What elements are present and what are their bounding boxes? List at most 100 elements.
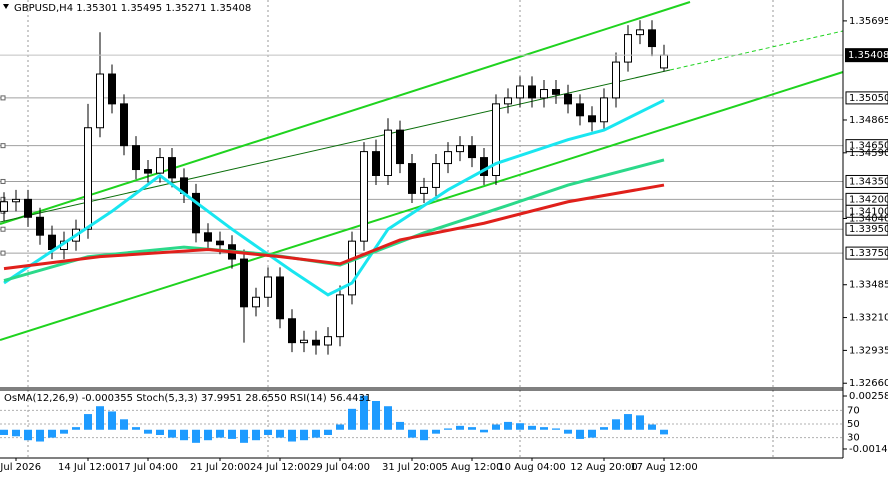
level-marker	[0, 226, 6, 232]
bar	[168, 429, 176, 438]
y-tick-label: 1.33485	[849, 280, 888, 291]
bar	[420, 429, 428, 441]
candle-body	[600, 97, 608, 123]
candle-body	[504, 97, 512, 105]
x-tick-label: 24 Jul 12:00	[250, 462, 310, 473]
level-marker	[0, 143, 6, 149]
bar	[360, 395, 368, 430]
bar	[528, 425, 536, 430]
candle-body	[24, 198, 32, 218]
candle-body	[552, 89, 560, 95]
chart-title: GBPUSD,H4 1.35301 1.35495 1.35271 1.3540…	[14, 3, 251, 14]
x-tick-label: 9 Jul 2026	[0, 462, 41, 473]
channel-extension	[669, 30, 844, 71]
bar	[600, 427, 608, 430]
bar	[144, 429, 152, 434]
candle-body	[84, 127, 92, 230]
bar	[276, 429, 284, 438]
candle-body	[456, 145, 464, 153]
candle-body	[300, 339, 308, 344]
y2-tick-label: 70	[847, 405, 860, 416]
bar	[336, 424, 344, 430]
candle-body	[588, 115, 596, 123]
candle-body	[636, 29, 644, 36]
candle-body	[108, 73, 116, 105]
bar	[492, 424, 500, 430]
bar	[108, 411, 116, 430]
x-tick-label: 17 Aug 12:00	[630, 462, 697, 473]
level-marker	[0, 178, 6, 184]
candle-body	[48, 234, 56, 251]
candle-body	[660, 54, 668, 69]
candle-body	[360, 151, 368, 242]
bar	[516, 423, 524, 430]
y-tick-label: 1.32660	[849, 378, 888, 389]
level-label-box	[845, 174, 888, 188]
level-label: 1.34650	[849, 141, 888, 152]
candle-body	[264, 276, 272, 298]
candle-body	[132, 145, 140, 171]
level-marker	[0, 95, 6, 101]
level-marker	[0, 250, 6, 256]
x-tick-label: 12 Aug 20:00	[570, 462, 637, 473]
candle-body	[564, 93, 572, 105]
bar	[204, 429, 212, 441]
candle-body	[648, 29, 656, 48]
level-label: 1.33950	[849, 224, 888, 235]
y2-tick-label: 50	[847, 419, 860, 430]
bar	[84, 414, 92, 430]
bar	[444, 428, 452, 430]
candle-body	[96, 73, 104, 129]
bar	[660, 429, 668, 435]
candle-body	[276, 276, 284, 320]
level-label: 1.33750	[849, 248, 888, 259]
candle-body	[168, 157, 176, 179]
bar	[36, 429, 44, 442]
bar	[60, 429, 68, 434]
x-tick-label: 14 Jul 12:00	[58, 462, 118, 473]
candle-body	[336, 294, 344, 338]
bar	[480, 429, 488, 433]
level-label-box	[845, 246, 888, 260]
level-label: 1.34350	[849, 176, 888, 187]
x-tick-label: 5 Aug 12:00	[441, 462, 502, 473]
separators	[27, 0, 774, 458]
indicator-title: OsMA(12,26,9) -0.000355 Stoch(5,3,3) 37.…	[4, 393, 371, 404]
bar	[312, 429, 320, 438]
candle-body	[516, 85, 524, 99]
y-tick-label: 1.35695	[849, 16, 888, 27]
candle-body	[0, 201, 8, 212]
bar	[252, 429, 260, 441]
bar	[228, 429, 236, 439]
bar	[120, 419, 128, 430]
candle-body	[240, 258, 248, 308]
indicator-plot	[0, 395, 847, 450]
y-tick-label: 1.33210	[849, 313, 888, 324]
x-tick-label: 21 Jul 20:00	[190, 462, 250, 473]
candle-body	[624, 34, 632, 63]
bar	[300, 429, 308, 441]
y-tick-label: 1.34865	[849, 115, 888, 126]
levels	[0, 91, 888, 260]
bar	[456, 425, 464, 430]
candle-body	[468, 145, 476, 159]
moving-average	[3, 98, 665, 297]
bar	[564, 429, 572, 434]
bar	[588, 429, 596, 438]
candle-body	[204, 232, 212, 242]
candle-body	[528, 85, 536, 99]
candle-body	[372, 151, 380, 176]
x-tick-label: 31 Jul 20:00	[382, 462, 442, 473]
candle-body	[36, 216, 44, 236]
bar	[648, 424, 656, 430]
candle-body	[144, 169, 152, 174]
candle-body	[216, 240, 224, 246]
candle-body	[444, 151, 452, 165]
bar	[216, 429, 224, 438]
candle-body	[576, 103, 584, 117]
level-label: 1.34100	[849, 206, 888, 217]
bar	[0, 429, 8, 435]
bar	[180, 429, 188, 441]
